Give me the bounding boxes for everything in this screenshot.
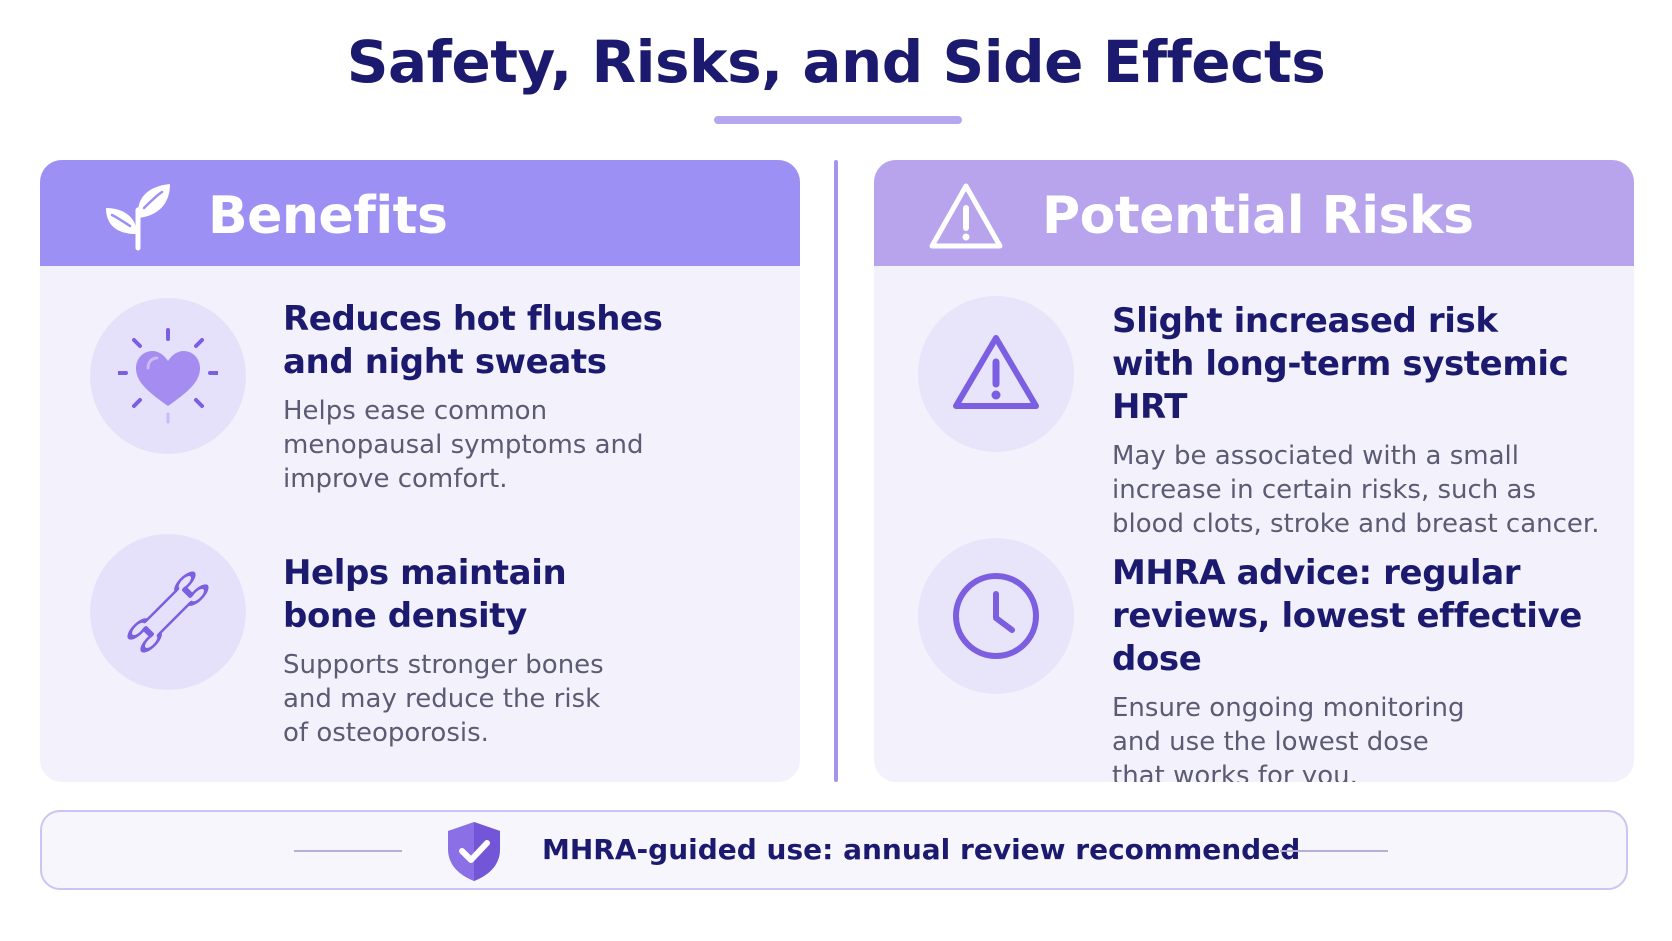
risk-title: Slight increased risk with long-term sys… [1112,301,1569,427]
footer-banner: MHRA-guided use: annual review recommend… [40,810,1628,890]
risk-icon-circle [918,538,1074,694]
risk-text: MHRA advice: regular reviews, lowest eff… [1112,552,1612,782]
bone-icon [127,571,209,653]
title-underline [714,116,962,124]
risk-text: Slight increased risk with long-term sys… [1112,300,1612,541]
footer-text: MHRA-guided use: annual review recommend… [542,833,1301,866]
risk-description: Ensure ongoing monitoring and use the lo… [1112,693,1465,782]
benefit-title: Helps maintain bone density [283,553,567,636]
benefit-text: Helps maintain bone density Supports str… [283,552,783,750]
footer-line-left [294,850,402,852]
warning-triangle-icon [953,335,1039,409]
risk-description: May be associated with a small increase … [1112,441,1600,539]
benefit-icon-circle [90,298,246,454]
risk-icon-circle [918,296,1074,452]
benefits-header: Benefits [40,160,800,266]
column-divider [834,160,838,782]
benefit-icon-circle [90,534,246,690]
benefit-description: Supports stronger bones and may reduce t… [283,650,604,748]
shield-check-icon [448,822,500,881]
risk-title: MHRA advice: regular reviews, lowest eff… [1112,553,1582,679]
leaf-sprout-icon [106,184,170,251]
risks-title: Potential Risks [1042,186,1474,246]
page-title: Safety, Risks, and Side Effects [346,28,1326,96]
benefits-title: Benefits [208,186,448,246]
heart-sparkle-icon [118,328,218,424]
risks-header: Potential Risks [874,160,1634,266]
benefits-panel: Benefits Reduces hot flushes and night s… [40,160,800,782]
risks-panel: Potential Risks Slight increased risk wi… [874,160,1634,782]
benefit-text: Reduces hot flushes and night sweats Hel… [283,298,783,496]
benefit-title: Reduces hot flushes and night sweats [283,299,663,382]
benefit-description: Helps ease common menopausal symptoms an… [283,396,644,494]
clock-icon [953,573,1039,659]
footer-line-right [1280,850,1388,852]
warning-triangle-icon [929,183,1003,249]
